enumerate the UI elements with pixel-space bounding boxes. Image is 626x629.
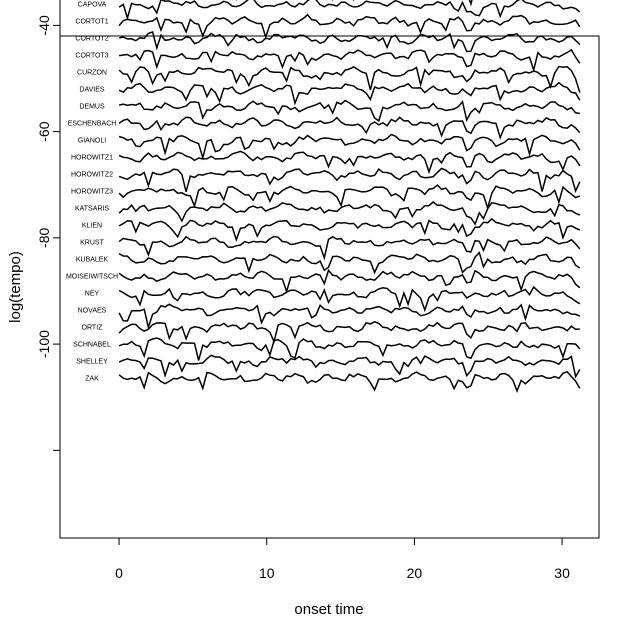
series-line bbox=[118, 31, 581, 53]
y-tick-label: -80 bbox=[36, 228, 52, 248]
series-line bbox=[118, 303, 581, 331]
y-axis: -20-40-60-80-100 bbox=[36, 0, 61, 451]
series-labels: ARGERICHARRAUASKENAZEBRENDELBUNINCAPOVAC… bbox=[66, 2, 118, 383]
series-label: CORTOT1 bbox=[75, 19, 108, 26]
series-line bbox=[118, 99, 580, 123]
series-label: KATSARIS bbox=[75, 206, 109, 213]
series-line bbox=[118, 268, 581, 294]
series-label: MOISEIWITSCH bbox=[66, 274, 118, 281]
series-label: CORTOT2 bbox=[75, 36, 108, 43]
series-line bbox=[118, 150, 581, 175]
x-tick-label: 10 bbox=[259, 565, 275, 581]
series-line bbox=[118, 337, 581, 361]
y-tick-label: -60 bbox=[36, 121, 52, 141]
x-axis: 0 10 20 30 bbox=[115, 537, 570, 581]
series-line bbox=[118, 13, 581, 40]
series-label: HOROWITZ3 bbox=[71, 189, 113, 196]
x-tick-label: 30 bbox=[554, 565, 570, 581]
series-label: SHELLEY bbox=[76, 359, 108, 366]
y-tick-label: -100 bbox=[36, 330, 52, 358]
series-label: KLIEN bbox=[82, 223, 102, 230]
y-axis-title: log(tempo) bbox=[7, 251, 24, 323]
series-line bbox=[118, 167, 581, 194]
series-line bbox=[118, 81, 581, 106]
x-axis-title: onset time bbox=[294, 601, 363, 618]
series-line bbox=[118, 370, 581, 393]
series-label: NOVAES bbox=[78, 308, 107, 315]
series-label: ESCHENBACH bbox=[68, 121, 117, 128]
plot-frame bbox=[59, 35, 600, 539]
y-tick-label: -40 bbox=[36, 15, 52, 35]
series-label: KRUST bbox=[80, 240, 104, 247]
series-label: GIANOLI bbox=[78, 138, 106, 145]
series-line bbox=[118, 285, 581, 313]
series-label: CORTOT3 bbox=[75, 53, 108, 60]
series-label: HOROWITZ1 bbox=[71, 155, 113, 162]
series-line bbox=[118, 184, 581, 211]
series-line bbox=[118, 65, 581, 93]
series-line bbox=[118, 0, 581, 21]
series-label: HOROWITZ2 bbox=[71, 172, 113, 179]
x-tick-label: 20 bbox=[407, 565, 423, 581]
series-label: NEY bbox=[85, 291, 100, 298]
series-line bbox=[118, 251, 581, 275]
series-label: ZAK bbox=[85, 376, 99, 383]
series-line bbox=[118, 201, 581, 226]
series-lines bbox=[118, 0, 581, 393]
series-line bbox=[118, 116, 581, 140]
series-line bbox=[118, 217, 581, 243]
series-label: CAPOVA bbox=[78, 2, 107, 9]
series-label: DEMUS bbox=[79, 104, 105, 111]
series-line bbox=[118, 48, 581, 73]
series-label: SCHNABEL bbox=[73, 342, 111, 349]
series-line bbox=[118, 320, 580, 345]
x-tick-label: 0 bbox=[115, 565, 123, 581]
series-line bbox=[118, 235, 581, 261]
series-line bbox=[118, 354, 581, 379]
series-label: KUBALEK bbox=[76, 257, 109, 264]
series-label: DAVIES bbox=[79, 87, 104, 94]
series-label: ORTIZ bbox=[82, 325, 104, 332]
series-label: CURZON bbox=[77, 70, 107, 77]
series-line bbox=[118, 133, 581, 161]
